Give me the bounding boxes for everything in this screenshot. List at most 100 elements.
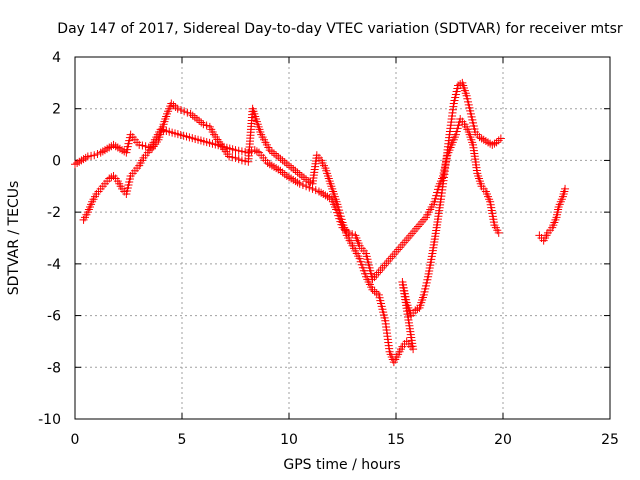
data-point [109, 140, 118, 149]
data-point [71, 160, 79, 169]
data-point [79, 155, 88, 164]
data-point [492, 138, 501, 147]
data-point [289, 165, 298, 174]
data-point [135, 140, 144, 149]
data-point [278, 168, 287, 177]
data-point [138, 141, 147, 150]
data-point [342, 227, 351, 236]
data-point [115, 144, 124, 153]
data-point [83, 152, 92, 161]
data-point [484, 138, 493, 147]
data-point [274, 152, 283, 161]
data-point [374, 268, 383, 277]
data-point [299, 173, 308, 182]
data-point [302, 182, 311, 191]
data-point [291, 166, 300, 175]
data-points [71, 78, 570, 367]
data-point [311, 186, 320, 195]
data-point [488, 140, 497, 149]
data-point [202, 121, 211, 130]
data-point [96, 148, 105, 157]
data-point [396, 243, 405, 252]
data-point [340, 225, 349, 234]
data-point [111, 142, 120, 151]
data-point [285, 161, 293, 170]
x-tick-label: 20 [494, 432, 512, 448]
y-tick-label: -4 [47, 257, 61, 273]
data-point [81, 153, 90, 162]
data-point [370, 287, 379, 296]
data-point [406, 231, 415, 240]
data-point [93, 149, 102, 158]
data-point [380, 261, 389, 270]
data-point [321, 191, 330, 200]
data-point [416, 220, 425, 229]
data-point [408, 229, 417, 238]
data-point [188, 111, 197, 120]
data-point [73, 159, 82, 168]
data-point [263, 159, 272, 168]
data-point [295, 170, 304, 179]
x-tick-label: 25 [601, 432, 619, 448]
data-point [280, 170, 289, 179]
data-point [190, 113, 199, 122]
data-point [278, 156, 287, 165]
data-point [180, 107, 189, 116]
data-point [378, 263, 387, 272]
data-point [410, 227, 419, 236]
data-point [382, 259, 391, 268]
data-point [496, 134, 505, 143]
x-tick-label: 5 [178, 432, 187, 448]
data-point [173, 104, 182, 113]
data-point [231, 153, 240, 162]
data-point [494, 136, 503, 145]
y-tick-label: 2 [52, 102, 61, 118]
data-point [417, 217, 426, 226]
data-point [348, 230, 357, 239]
data-point [77, 156, 86, 165]
data-point [267, 161, 276, 170]
data-point [270, 162, 279, 171]
data-point [270, 149, 279, 158]
y-axis-label: SDTVAR / TECUs [6, 181, 22, 296]
data-point [317, 188, 326, 197]
data-point [197, 118, 206, 127]
data-point [276, 154, 285, 163]
plot-frame [74, 56, 611, 420]
data-point [305, 183, 314, 192]
data-point [280, 158, 289, 167]
data-point [272, 151, 281, 160]
data-point [398, 240, 407, 249]
data-point [282, 171, 291, 180]
data-point [481, 137, 490, 146]
data-point [228, 153, 237, 162]
data-point [293, 168, 302, 177]
data-point [494, 228, 503, 237]
data-point [323, 192, 332, 201]
data-point [297, 171, 306, 180]
data-point [244, 148, 253, 157]
data-point [325, 193, 334, 202]
data-point [234, 146, 243, 155]
data-point [176, 106, 185, 115]
data-point [490, 139, 499, 148]
data-point [98, 147, 107, 156]
data-point [308, 184, 317, 193]
data-point [183, 108, 192, 117]
data-point [272, 164, 281, 173]
data-point [241, 148, 250, 157]
data-point [231, 146, 240, 155]
data-point [479, 135, 488, 144]
data-point [394, 245, 403, 254]
data-point [412, 224, 421, 233]
data-point [113, 143, 122, 152]
data-point [105, 143, 114, 152]
data-point [237, 147, 246, 156]
data-point [411, 306, 420, 315]
data-point [195, 116, 204, 125]
data-point [265, 160, 274, 169]
data-point [295, 179, 304, 188]
data-point [376, 266, 385, 275]
